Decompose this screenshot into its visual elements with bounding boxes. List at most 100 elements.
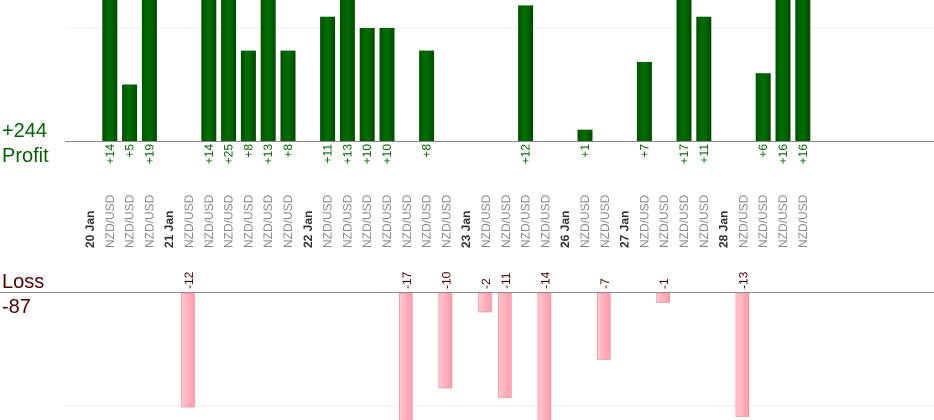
pair-label: NZD/USD	[142, 194, 156, 248]
loss-value-label: -17	[400, 271, 414, 289]
pair-label: NZD/USD	[222, 194, 236, 248]
pair-label: NZD/USD	[241, 194, 255, 248]
pair-label: NZD/USD	[103, 194, 117, 248]
loss-bar	[438, 292, 453, 389]
profit-bar	[122, 84, 138, 141]
pair-label: NZD/USD	[637, 194, 651, 248]
pair-label: NZD/USD	[400, 194, 414, 248]
loss-value-label: -11	[499, 272, 513, 289]
bars	[102, 0, 811, 420]
loss-bar	[398, 292, 413, 420]
loss-bar	[478, 292, 492, 313]
date-label: 23 Jan	[459, 211, 473, 248]
profit-value-label: +10	[380, 144, 394, 165]
profit-bar	[359, 28, 375, 141]
profit-value-label: +6	[756, 144, 770, 158]
pair-label: NZD/USD	[439, 194, 453, 248]
pair-label: NZD/USD	[281, 194, 295, 248]
profit-value-label: +13	[261, 144, 275, 165]
profit-value-label: +16	[796, 144, 810, 165]
pair-label: NZD/USD	[420, 194, 434, 248]
profit-value-label: +7	[637, 144, 651, 158]
profit-bar	[676, 0, 692, 141]
profit-bar	[280, 50, 296, 141]
pair-label: NZD/USD	[479, 194, 493, 248]
date-label: 22 Jan	[301, 211, 315, 248]
pair-label: NZD/USD	[182, 194, 196, 248]
profit-bar	[518, 5, 534, 142]
profit-bar	[795, 0, 811, 141]
profit-bar	[221, 0, 237, 141]
loss-label: Loss	[2, 271, 45, 293]
date-label: 28 Jan	[717, 211, 731, 248]
profit-value-label: +12	[519, 144, 533, 165]
profit-bar	[260, 0, 276, 141]
loss-value-label: -12	[182, 271, 196, 289]
loss-value-label: -2	[479, 278, 493, 289]
pair-label: NZD/USD	[736, 194, 750, 248]
pair-label: NZD/USD	[756, 194, 770, 248]
profit-value-label: +13	[340, 144, 354, 165]
profit-bar	[696, 16, 712, 142]
profit-value-label: +8	[241, 144, 255, 158]
loss-value-label: -13	[736, 271, 750, 289]
labels: 20 Jan NZD/USD +14 NZD/USD +5 NZD/USD +19 21 Ja…	[83, 144, 810, 289]
date-label: 27 Jan	[618, 211, 632, 248]
profit-bar	[419, 50, 435, 141]
profit-bar	[775, 0, 791, 141]
profit-bar	[141, 0, 157, 141]
loss-value-label: -14	[538, 271, 552, 289]
profit-value-label: +14	[103, 144, 117, 165]
profit-bar	[339, 0, 355, 141]
axes	[0, 141, 934, 293]
pair-label: NZD/USD	[380, 194, 394, 248]
profit-value-label: +19	[142, 144, 156, 165]
loss-value-label: -10	[439, 271, 453, 289]
profit-value-label: +1	[578, 144, 592, 158]
pair-label: NZD/USD	[261, 194, 275, 248]
profit-bar	[320, 16, 336, 142]
date-label: 26 Jan	[558, 211, 572, 248]
pair-label: NZD/USD	[519, 194, 533, 248]
pair-label: NZD/USD	[697, 194, 711, 248]
profit-value-label: +8	[420, 144, 434, 158]
pair-label: NZD/USD	[677, 194, 691, 248]
loss-bar	[735, 292, 750, 417]
profit-bar	[577, 129, 593, 141]
date-label: 21 Jan	[162, 211, 176, 248]
profit-value-label: +11	[321, 144, 335, 164]
profit-bar	[201, 0, 217, 141]
profit-bar	[240, 50, 256, 141]
loss-bar	[537, 292, 552, 420]
profit-value-label: +5	[123, 144, 137, 158]
profit-value-label: +10	[360, 144, 374, 165]
profit-bar	[379, 28, 395, 141]
profit-bar	[636, 61, 652, 141]
pair-label: NZD/USD	[578, 194, 592, 248]
pair-label: NZD/USD	[499, 194, 513, 248]
loss-bar	[181, 292, 195, 408]
pair-label: NZD/USD	[321, 194, 335, 248]
pair-label: NZD/USD	[123, 194, 137, 248]
profit-total: +244	[2, 120, 48, 142]
pair-label: NZD/USD	[796, 194, 810, 248]
loss-bar	[596, 292, 611, 360]
profit-value-label: +17	[677, 144, 691, 165]
profit-bar	[755, 73, 771, 141]
profit-bar	[102, 0, 118, 141]
pair-label: NZD/USD	[360, 194, 374, 248]
loss-value-label: -1	[657, 278, 671, 289]
profit-label: Profit	[2, 145, 49, 167]
pair-label: NZD/USD	[598, 194, 612, 248]
pair-label: NZD/USD	[657, 194, 671, 248]
profit-value-label: +11	[697, 144, 711, 164]
profit-value-label: +16	[776, 144, 790, 165]
pair-label: NZD/USD	[538, 194, 552, 248]
pair-label: NZD/USD	[340, 194, 354, 248]
date-label: 20 Jan	[83, 211, 97, 248]
profit-value-label: +8	[281, 144, 295, 158]
pair-label: NZD/USD	[776, 194, 790, 248]
pair-label: NZD/USD	[202, 194, 216, 248]
loss-total: -87	[2, 296, 31, 318]
